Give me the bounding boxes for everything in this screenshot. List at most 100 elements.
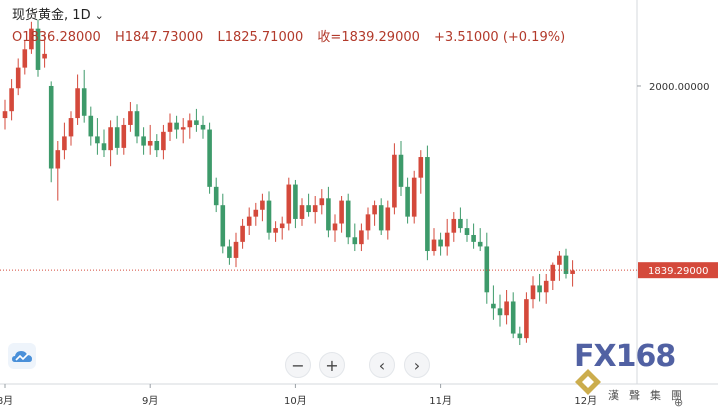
- candle-body: [29, 28, 34, 50]
- candle-body: [233, 241, 239, 258]
- candle-body: [458, 218, 463, 229]
- candle-body: [345, 200, 351, 238]
- candle-body: [260, 200, 265, 210]
- candle-body: [517, 333, 523, 339]
- candle-body: [101, 143, 107, 151]
- candle-body: [187, 120, 193, 128]
- candle-body: [128, 111, 133, 125]
- candle-body: [253, 209, 259, 217]
- candle-body: [279, 223, 285, 229]
- high-value: H1847.73000: [114, 30, 204, 45]
- candle-body: [378, 205, 384, 231]
- candle-body: [418, 157, 424, 178]
- candle-body: [35, 28, 41, 70]
- candle-body: [266, 200, 272, 233]
- ohlc-readout: O1836.28000 H1847.73000 L1825.71000 收=18…: [12, 26, 575, 45]
- candle-body: [68, 118, 74, 137]
- candle-body: [359, 230, 364, 245]
- time-tick-label: 9月: [142, 395, 158, 407]
- candle-body: [451, 218, 457, 233]
- change-value: +3.51000 (+0.19%): [434, 30, 566, 45]
- candle-body: [207, 129, 212, 187]
- candle-body: [141, 136, 146, 146]
- candle-body: [220, 205, 226, 247]
- watermark-logo: FX168: [574, 339, 675, 374]
- candle-body: [398, 154, 404, 187]
- symbol-name: 现货黄金: [12, 8, 65, 23]
- time-tick-label: 10月: [284, 395, 307, 407]
- candle-body: [530, 285, 536, 300]
- candle-body: [332, 223, 338, 231]
- candle-body: [273, 228, 278, 233]
- candle-body: [464, 228, 470, 235]
- cloud-icon[interactable]: [8, 343, 36, 369]
- candle-body: [108, 127, 113, 151]
- candle-body: [213, 186, 219, 206]
- interval-selector[interactable]: 1D: [72, 8, 91, 23]
- zoom-in-button[interactable]: +: [319, 352, 345, 378]
- candle-body: [95, 136, 100, 144]
- candle-body: [81, 88, 87, 116]
- candle-body: [180, 127, 186, 130]
- candle-body: [194, 120, 199, 125]
- candle-body: [471, 234, 476, 242]
- candle-body: [524, 299, 529, 339]
- candle-body: [9, 88, 14, 112]
- candle-body: [121, 124, 127, 148]
- close-value: 收=1839.29000: [317, 30, 420, 45]
- candle-body: [48, 85, 54, 169]
- candle-body: [167, 122, 173, 132]
- candle-body: [174, 122, 179, 130]
- time-tick-label: 11月: [429, 395, 452, 407]
- candle-body: [563, 255, 569, 274]
- candle-body: [134, 111, 140, 137]
- candle-body: [510, 301, 516, 334]
- candle-body: [497, 308, 503, 316]
- candle-body: [444, 232, 450, 247]
- candle-body: [365, 214, 371, 231]
- candle-body: [88, 115, 94, 137]
- price-tick-label: 2000.00000: [649, 82, 709, 93]
- candle-body: [405, 186, 410, 217]
- low-value: L1825.71000: [217, 30, 304, 45]
- candle-body: [2, 111, 8, 119]
- candle-body: [227, 246, 232, 258]
- chevron-down-icon[interactable]: ⌄: [94, 9, 104, 22]
- candle-body: [339, 200, 344, 224]
- candle-body: [438, 239, 443, 247]
- candle-body: [286, 184, 292, 224]
- candle-body: [431, 239, 437, 252]
- candle-body: [312, 205, 318, 213]
- candle-body: [161, 131, 166, 151]
- candle-body: [550, 264, 556, 281]
- zoom-out-button[interactable]: −: [285, 352, 311, 378]
- candle-body: [557, 255, 562, 265]
- candle-body: [147, 140, 153, 146]
- open-value: O1836.28000: [12, 30, 101, 45]
- candle-body: [154, 140, 160, 151]
- candle-body: [425, 157, 430, 252]
- candle-body: [200, 124, 206, 130]
- candle-body: [504, 301, 509, 316]
- candle-body: [491, 303, 496, 309]
- header-separator: ,: [64, 8, 69, 23]
- candle-body: [484, 246, 490, 293]
- chart-header: 现货黄金, 1D ⌄: [12, 4, 104, 23]
- last-price-label: 1839.29000: [648, 266, 708, 277]
- last-price-badge: [638, 262, 718, 279]
- scroll-left-button[interactable]: ‹: [369, 352, 395, 378]
- candle-body: [114, 127, 120, 148]
- candle-body: [319, 198, 325, 206]
- candle-body: [372, 205, 377, 215]
- candle-body: [293, 184, 298, 219]
- scroll-right-button[interactable]: ›: [404, 352, 430, 378]
- candle-body: [55, 150, 61, 169]
- candle-body: [306, 205, 311, 213]
- crosshair-icon: ⊕: [674, 396, 683, 409]
- candle-body: [42, 53, 47, 59]
- candle-body: [15, 67, 21, 89]
- candle-body: [385, 207, 391, 231]
- candle-body: [246, 216, 252, 226]
